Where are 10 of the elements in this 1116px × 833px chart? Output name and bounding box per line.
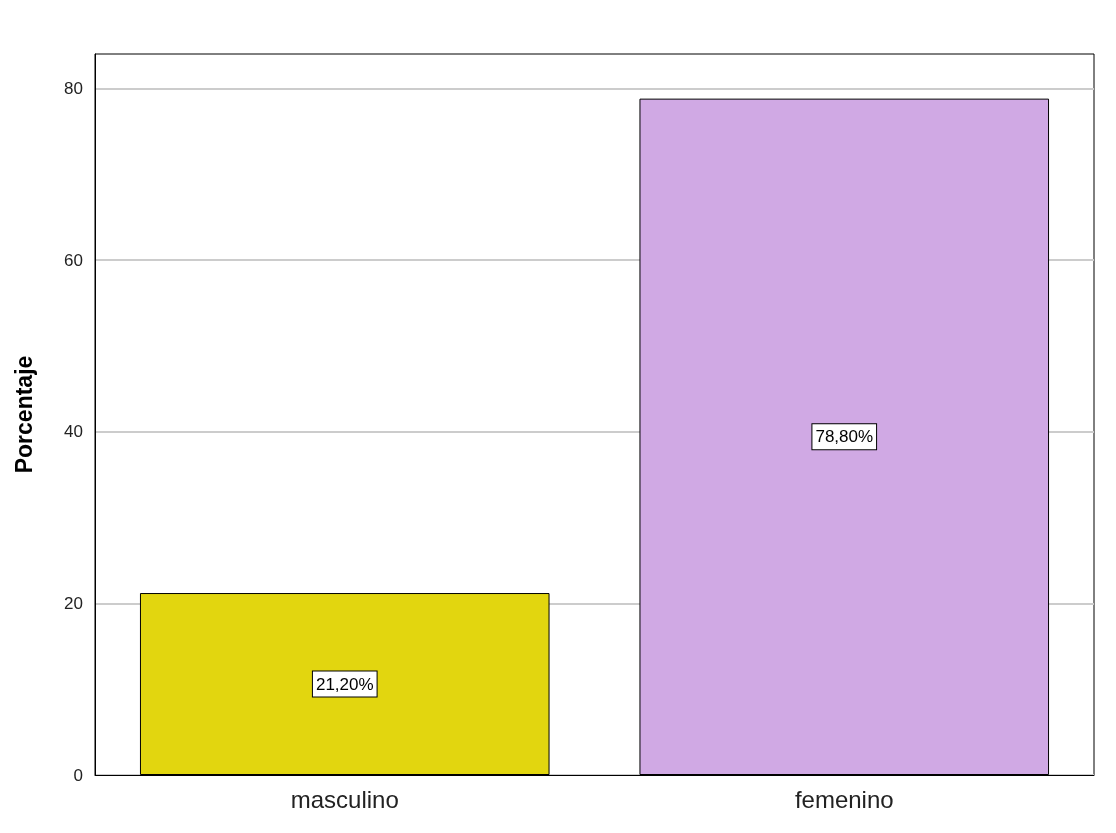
x-tick-label: masculino [290, 785, 399, 813]
data-label: 21,20% [315, 674, 374, 694]
data-label: 78,80% [815, 427, 874, 447]
y-axis-title: Porcentaje [10, 355, 37, 474]
y-tick-label: 0 [73, 765, 83, 785]
y-tick-label: 60 [64, 250, 83, 270]
y-tick-label: 40 [64, 422, 83, 442]
y-tick-label: 80 [64, 78, 83, 98]
x-tick-label: femenino [794, 785, 894, 813]
y-tick-label: 20 [64, 593, 83, 613]
